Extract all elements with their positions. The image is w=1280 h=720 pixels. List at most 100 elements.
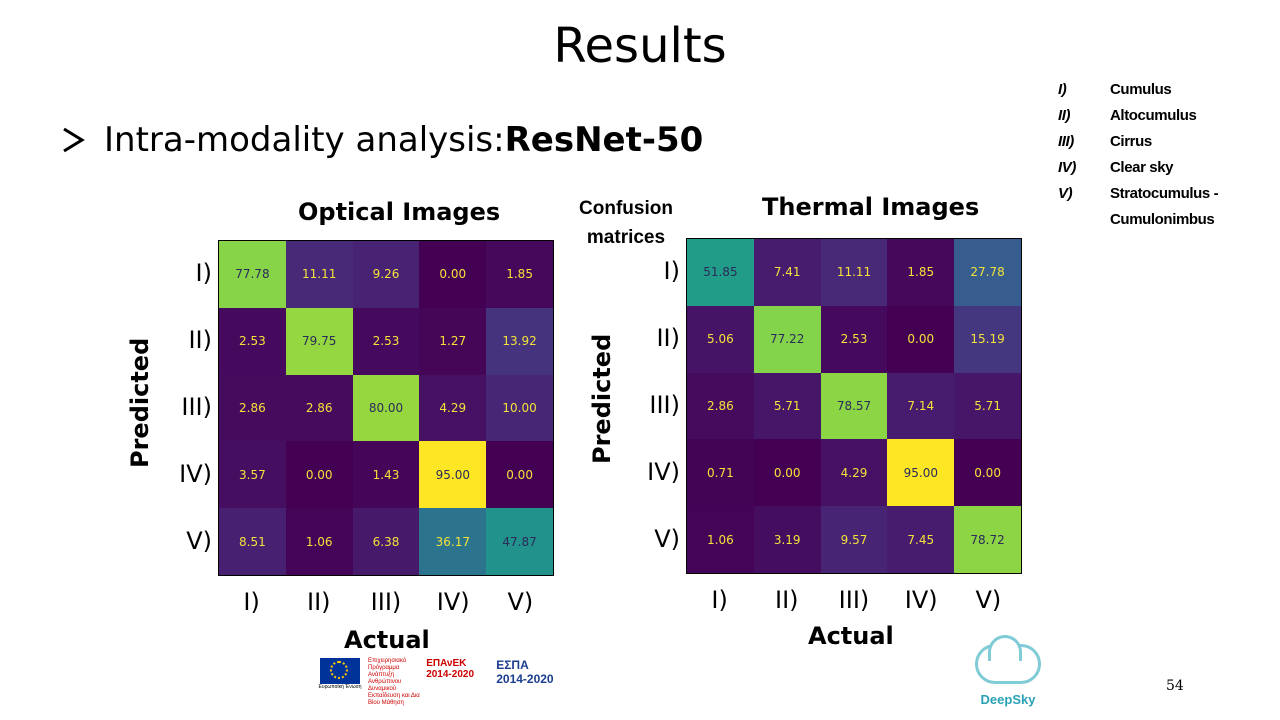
x-axis-label: Actual [344, 626, 430, 654]
x-tick-label: IV) [904, 586, 938, 614]
heatmap-cell: 9.57 [820, 506, 888, 573]
heatmap-cell: 2.86 [687, 372, 754, 440]
heatmap-cell: 3.19 [753, 506, 821, 573]
legend-row: V) Stratocumulus - [1058, 180, 1219, 206]
heatmap-cell: 7.45 [887, 506, 955, 573]
heatmap-cell: 1.85 [887, 239, 955, 306]
x-tick-label: II) [775, 586, 799, 614]
heatmap-cell: 6.38 [352, 508, 420, 575]
legend-row: IV) Clear sky [1058, 154, 1218, 180]
arrow-bullet-icon [63, 127, 85, 153]
heatmap-cell: 1.43 [352, 441, 420, 509]
legend-num: IV) [1058, 158, 1076, 176]
y-axis-label: Predicted [588, 333, 616, 464]
heatmap-cell: 4.29 [820, 439, 888, 507]
heatmap-cell: 11.11 [820, 239, 888, 306]
heatmap-cell: 8.51 [219, 508, 286, 575]
legend-label: Clear sky [1110, 158, 1174, 176]
x-tick-label: V) [975, 586, 1002, 614]
legend-label: Cumulonimbus [1110, 210, 1215, 228]
legend-row: III) Cirrus [1058, 128, 1218, 154]
heatmap-cell: 95.00 [419, 441, 487, 509]
heatmap-cell: 95.00 [887, 439, 955, 507]
y-tick-label: V) [186, 527, 212, 556]
program-text: Επιχειρησιακό Πρόγραμμα Ανάπτυξη Ανθρώπι… [368, 658, 420, 706]
heatmap-grid: 77.78 11.11 9.26 0.00 1.85 2.53 79.75 2.53 1.27 1… [218, 240, 554, 576]
heatmap-cell: 77.22 [753, 305, 821, 373]
y-tick-label: V) [654, 525, 680, 554]
heatmap-cell: 1.06 [285, 508, 353, 575]
heatmap-cell: 4.29 [419, 374, 487, 442]
y-tick-label: III) [181, 393, 212, 421]
heatmap-cell: 77.78 [219, 241, 286, 308]
eu-text: Ευρωπαϊκή Ένωση [318, 684, 362, 690]
y-tick-label: II) [188, 325, 212, 354]
x-tick-label: III) [370, 588, 402, 616]
heatmap-cell: 0.00 [753, 439, 821, 507]
legend-label: Cumulus [1110, 80, 1172, 98]
legend-label: Cirrus [1110, 132, 1152, 150]
deepsky-name: DeepSky [980, 692, 1036, 707]
bullet-line: Intra-modality analysis: ResNet-50 [58, 120, 703, 160]
funding-logos: Ευρωπαϊκή Ένωση Επιχειρησιακό Πρόγραμμα … [318, 658, 562, 706]
heatmap-cell: 11.11 [285, 241, 353, 308]
page-number: 54 [1166, 678, 1184, 694]
x-tick-label: I) [243, 588, 260, 616]
bullet-model-name: ResNet-50 [504, 120, 704, 160]
legend-label: Stratocumulus - [1110, 184, 1219, 202]
heatmap-cell: 1.85 [486, 241, 553, 308]
heatmap-cell: 0.00 [285, 441, 353, 509]
legend-num: V) [1058, 184, 1073, 202]
heatmap-cell: 10.00 [486, 374, 553, 442]
deepsky-logo: DeepSky [968, 635, 1048, 712]
heatmap-cell: 2.53 [219, 307, 286, 375]
y-tick-label: I) [195, 258, 212, 287]
heatmap-cell: 2.86 [285, 374, 353, 442]
legend-num: II) [1058, 106, 1071, 124]
class-legend: I) Cumulus II) Altocumulus III) Cirrus IV) C… [1058, 76, 1219, 232]
heatmap-cell: 27.78 [954, 239, 1021, 306]
cloud-network-icon [975, 635, 1041, 684]
legend-num: III) [1058, 132, 1074, 150]
heatmap-cell: 2.86 [219, 374, 286, 442]
eu-flag-icon [320, 658, 360, 684]
x-tick-label: IV) [436, 588, 470, 616]
y-tick-label: IV) [647, 458, 680, 487]
bullet-text: Intra-modality analysis: [104, 120, 505, 160]
x-tick-label: III) [838, 586, 870, 614]
legend-row: II) Altocumulus [1058, 102, 1218, 128]
y-axis-label: Predicted [126, 337, 154, 468]
heatmap-cell: 7.14 [887, 372, 955, 440]
heatmap-cell: 5.06 [687, 305, 754, 373]
x-axis-label: Actual [808, 622, 894, 650]
heatmap-cell: 2.53 [820, 305, 888, 373]
heatmap-cell: 0.00 [486, 441, 553, 509]
epanek-logo: ΕΠΑνΕΚ 2014-2020 [426, 658, 475, 680]
legend-row: Cumulonimbus [1058, 206, 1218, 232]
chart-title: Optical Images [298, 198, 501, 226]
heatmap-cell: 0.00 [954, 439, 1021, 507]
legend-row: I) Cumulus [1058, 76, 1218, 102]
heatmap-cell: 47.87 [486, 508, 553, 575]
espa-logo: ΕΣΠΑ 2014-2020 [496, 658, 554, 686]
heatmap-cell: 1.27 [419, 307, 487, 375]
confusion-matrices-note: Confusion matrices [579, 198, 673, 248]
heatmap-cell: 36.17 [419, 508, 487, 575]
legend-label: Altocumulus [1110, 106, 1197, 124]
heatmap-cell: 0.00 [887, 305, 955, 373]
heatmap-cell: 3.57 [219, 441, 286, 509]
y-tick-label: III) [649, 391, 680, 419]
x-tick-label: V) [507, 588, 534, 616]
y-tick-label: I) [663, 256, 680, 285]
heatmap-cell: 15.19 [954, 305, 1021, 373]
heatmap-cell: 78.72 [954, 506, 1021, 573]
heatmap-cell: 9.26 [352, 241, 420, 308]
heatmap-cell: 78.57 [820, 372, 888, 440]
x-tick-label: I) [711, 586, 728, 614]
heatmap-cell: 79.75 [285, 307, 353, 375]
eu-flag-logo: Ευρωπαϊκή Ένωση [318, 658, 362, 692]
heatmap-cell: 0.71 [687, 439, 754, 507]
legend-num: I) [1058, 80, 1067, 98]
heatmap-cell: 7.41 [753, 239, 821, 306]
y-tick-label: II) [656, 323, 680, 352]
